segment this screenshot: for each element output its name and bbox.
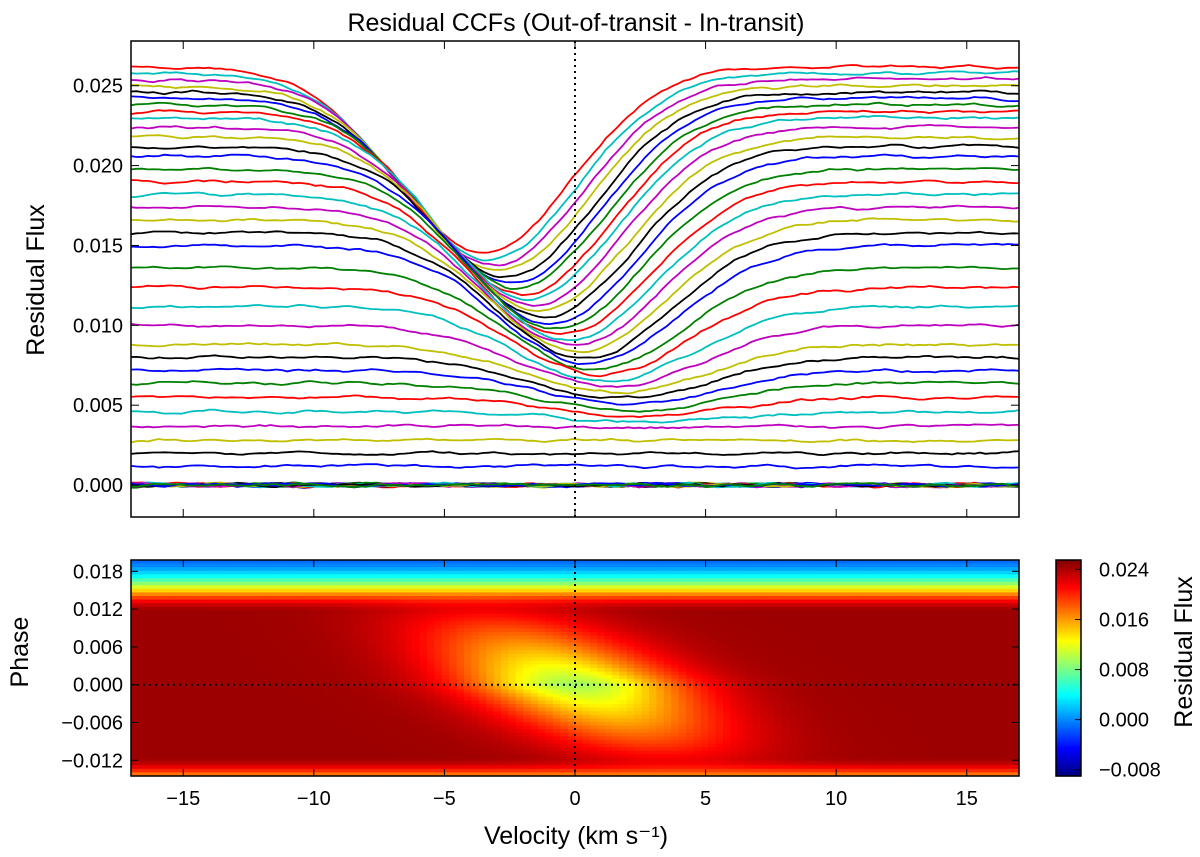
heatmap-ytick-label-5: −0.012	[61, 750, 123, 772]
ccf-series-55	[131, 354, 1019, 399]
top-ytick-label-3: 0.015	[73, 235, 123, 257]
colorbar-tick-label-1: 0.016	[1099, 609, 1149, 631]
top-ytick-label-4: 0.020	[73, 156, 123, 178]
xtick-label-1: −10	[297, 788, 331, 810]
xtick-label-6: 15	[956, 788, 978, 810]
xtick-label-0: −15	[166, 788, 200, 810]
ccf-series-44	[131, 179, 1019, 335]
top-ytick-label-1: 0.005	[73, 395, 123, 417]
ccf-series-54	[131, 341, 1019, 395]
ccf-series-36	[131, 101, 1019, 290]
ccf-series-48	[131, 230, 1019, 359]
top-ytick-label-2: 0.010	[73, 315, 123, 337]
ccf-series-62	[131, 450, 1019, 457]
ccf-series-38	[131, 114, 1019, 302]
xtick-label-3: 0	[569, 788, 580, 810]
xtick-label-2: −5	[433, 788, 456, 810]
top-chart-title: Residual CCFs (Out-of-transit - In-trans…	[347, 9, 804, 37]
heatmap-ytick-label-0: 0.018	[73, 561, 123, 583]
ccf-series-50	[131, 265, 1019, 371]
colorbar-tick-label-2: 0.008	[1099, 660, 1149, 682]
xtick-label-4: 5	[700, 788, 711, 810]
ccf-series-46	[131, 204, 1019, 346]
colorbar-frame	[1055, 559, 1082, 777]
colorbar-tick-label-3: 0.000	[1099, 710, 1149, 732]
heatmap-cells	[131, 560, 1020, 777]
ccf-series-58	[131, 394, 1019, 419]
colorbar-tick-label-4: −0.008	[1099, 760, 1161, 782]
heatmap-ytick-label-3: 0.000	[73, 675, 123, 697]
ccf-series-41	[131, 143, 1019, 319]
top-y-axis-label: Residual Flux	[22, 204, 50, 356]
heatmap-ytick-label-2: 0.006	[73, 637, 123, 659]
colorbar: 0.024 0.016 0.008 0.000 −0.008	[1055, 559, 1161, 782]
top-line-plot: 0.000 0.005 0.010 0.015 0.020 0.025	[73, 40, 1020, 518]
colorbar-tick-label-0: 0.024	[1099, 559, 1149, 581]
ccf-series-34	[131, 89, 1019, 279]
colorbar-label: Residual Flux	[1170, 576, 1198, 728]
ccf-series-49	[131, 242, 1019, 366]
ccf-series-40	[131, 134, 1019, 313]
heatmap-ytick-label-1: 0.012	[73, 599, 123, 621]
ccf-series-47	[131, 217, 1019, 354]
ccf-series-56	[131, 367, 1019, 406]
ccf-series-51	[131, 284, 1019, 378]
ccf-series-45	[131, 191, 1019, 342]
ccf-series-63	[131, 463, 1019, 470]
xtick-label-5: 10	[825, 788, 847, 810]
ccf-series-61	[131, 437, 1019, 444]
ccf-series-31	[131, 70, 1019, 262]
x-axis-label: Velocity (km s⁻¹)	[484, 822, 668, 850]
ccf-series-32	[131, 76, 1019, 267]
bottom-y-axis-label: Phase	[6, 617, 34, 688]
ccf-series-57	[131, 380, 1019, 413]
ccf-series-35	[131, 95, 1019, 284]
bottom-heatmap: 0.018 0.012 0.006 0.000 −0.006 −0.012 −15 −10 −5…	[61, 559, 1020, 810]
ccf-series-53	[131, 323, 1019, 388]
heatmap-ytick-label-4: −0.006	[61, 712, 123, 734]
top-ytick-label-0: 0.000	[73, 475, 123, 497]
top-ytick-label-5: 0.025	[73, 76, 123, 98]
